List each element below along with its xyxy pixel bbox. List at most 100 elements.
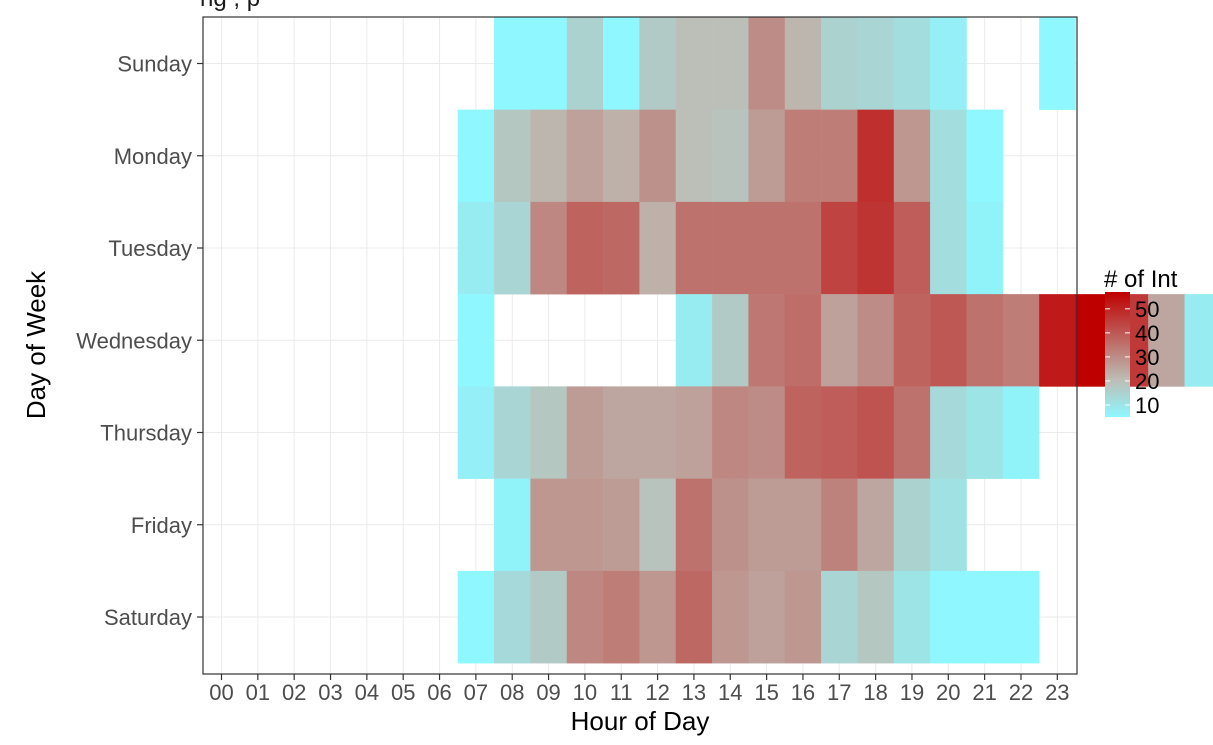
heatmap-cell bbox=[639, 109, 677, 203]
heatmap-cell bbox=[966, 201, 1004, 295]
heatmap-cell bbox=[639, 386, 677, 479]
heatmap-cell bbox=[603, 17, 640, 110]
heatmap-cell bbox=[893, 294, 931, 387]
heatmap-cell bbox=[893, 478, 931, 572]
heatmap-cell bbox=[784, 570, 822, 664]
x-tick-label: 10 bbox=[573, 680, 597, 705]
heatmap-cell bbox=[930, 478, 967, 572]
heatmap-cell bbox=[821, 386, 858, 479]
x-tick-label: 18 bbox=[863, 680, 887, 705]
heatmap-cell bbox=[857, 386, 895, 479]
heatmap-cell bbox=[930, 570, 967, 664]
x-tick-label: 02 bbox=[282, 680, 306, 705]
legend-tick-label: 50 bbox=[1135, 297, 1159, 322]
legend-tick-label: 30 bbox=[1135, 345, 1159, 370]
chart-title: ng , p bbox=[200, 0, 260, 12]
heatmap-cell bbox=[603, 478, 640, 572]
heatmap-cell bbox=[821, 478, 858, 572]
heatmap-cell bbox=[675, 17, 713, 110]
heatmap-cell bbox=[784, 478, 822, 572]
heatmap-cell bbox=[639, 17, 677, 110]
heatmap-cell bbox=[639, 201, 677, 295]
heatmap-cell bbox=[712, 386, 749, 479]
x-tick-label: 06 bbox=[427, 680, 451, 705]
heatmap-cell bbox=[566, 17, 604, 110]
axis-layer: 00 01 02 03 04 05 06 07 08 09 10 11 12 13 14 15 16 17 18 19… bbox=[76, 52, 1069, 706]
heatmap-cell bbox=[639, 570, 677, 664]
heatmap-cell bbox=[494, 201, 531, 295]
x-tick-label: 08 bbox=[500, 680, 524, 705]
heatmap-cell bbox=[1002, 386, 1040, 479]
heatmap-cell bbox=[784, 294, 822, 387]
heatmap-cell bbox=[748, 201, 786, 295]
y-tick-label: Sunday bbox=[117, 52, 192, 77]
heatmap-cell bbox=[566, 201, 604, 295]
heatmap-cell bbox=[566, 386, 604, 479]
x-tick-label: 19 bbox=[900, 680, 924, 705]
heatmap-cell bbox=[857, 17, 895, 110]
heatmap-cell bbox=[748, 109, 786, 203]
heatmap-cell bbox=[712, 17, 749, 110]
x-tick-label: 22 bbox=[1009, 680, 1033, 705]
legend-tick-label: 10 bbox=[1135, 393, 1159, 418]
heatmap-cell bbox=[675, 570, 713, 664]
heatmap-cell bbox=[530, 201, 568, 295]
heatmap-cell bbox=[821, 201, 858, 295]
heatmap-cell bbox=[494, 17, 531, 110]
x-tick-label: 17 bbox=[827, 680, 851, 705]
x-tick-label: 11 bbox=[610, 680, 633, 705]
panel-border bbox=[202, 16, 1078, 675]
heatmap-cell bbox=[930, 109, 967, 203]
y-tick-label: Monday bbox=[114, 144, 192, 169]
heatmap-cell bbox=[784, 201, 822, 295]
heatmap-cell bbox=[603, 386, 640, 479]
legend-title: # of Int bbox=[1104, 266, 1178, 293]
legend-colorbar bbox=[1105, 292, 1130, 417]
heatmap-cell bbox=[712, 109, 749, 203]
heatmap-cell bbox=[1002, 294, 1040, 387]
legend-tick-label: 20 bbox=[1135, 369, 1159, 394]
heatmap-cell bbox=[966, 570, 1004, 664]
x-tick-label: 23 bbox=[1045, 680, 1069, 705]
heatmap-cell bbox=[457, 109, 495, 203]
tiles-layer bbox=[457, 17, 1213, 664]
heatmap-cell bbox=[930, 386, 967, 479]
x-tick-label: 01 bbox=[246, 680, 270, 705]
x-axis-title: Hour of Day bbox=[571, 706, 710, 736]
heatmap-cell bbox=[566, 478, 604, 572]
heatmap-cell bbox=[893, 570, 931, 664]
heatmap-cell bbox=[748, 570, 786, 664]
heatmap-cell bbox=[675, 294, 713, 387]
heatmap-cell bbox=[457, 386, 495, 479]
heatmap-cell bbox=[748, 386, 786, 479]
heatmap-cell bbox=[966, 109, 1004, 203]
heatmap-cell bbox=[457, 201, 495, 295]
heatmap-cell bbox=[603, 201, 640, 295]
heatmap-cell bbox=[1148, 294, 1185, 387]
heatmap-cell bbox=[857, 109, 895, 203]
x-tick-label: 16 bbox=[791, 680, 815, 705]
heatmap-cell bbox=[675, 478, 713, 572]
heatmap-cell bbox=[712, 570, 749, 664]
heatmap-cell bbox=[603, 570, 640, 664]
legend-tick-label: 40 bbox=[1135, 321, 1159, 346]
heatmap-cell bbox=[494, 570, 531, 664]
heatmap-cell bbox=[821, 17, 858, 110]
heatmap-cell bbox=[893, 386, 931, 479]
heatmap-cell bbox=[675, 386, 713, 479]
heatmap-cell bbox=[966, 294, 1004, 387]
heatmap-cell bbox=[639, 478, 677, 572]
heatmap-cell bbox=[712, 294, 749, 387]
y-tick-label: Thursday bbox=[100, 421, 192, 446]
heatmap-cell bbox=[530, 570, 568, 664]
heatmap-cell bbox=[1184, 294, 1213, 387]
heatmap-cell bbox=[930, 201, 967, 295]
heatmap-cell bbox=[566, 109, 604, 203]
heatmap-cell bbox=[457, 294, 495, 387]
heatmap-cell bbox=[857, 570, 895, 664]
y-axis-title: Day of Week bbox=[21, 270, 51, 419]
heatmap-cell bbox=[893, 201, 931, 295]
